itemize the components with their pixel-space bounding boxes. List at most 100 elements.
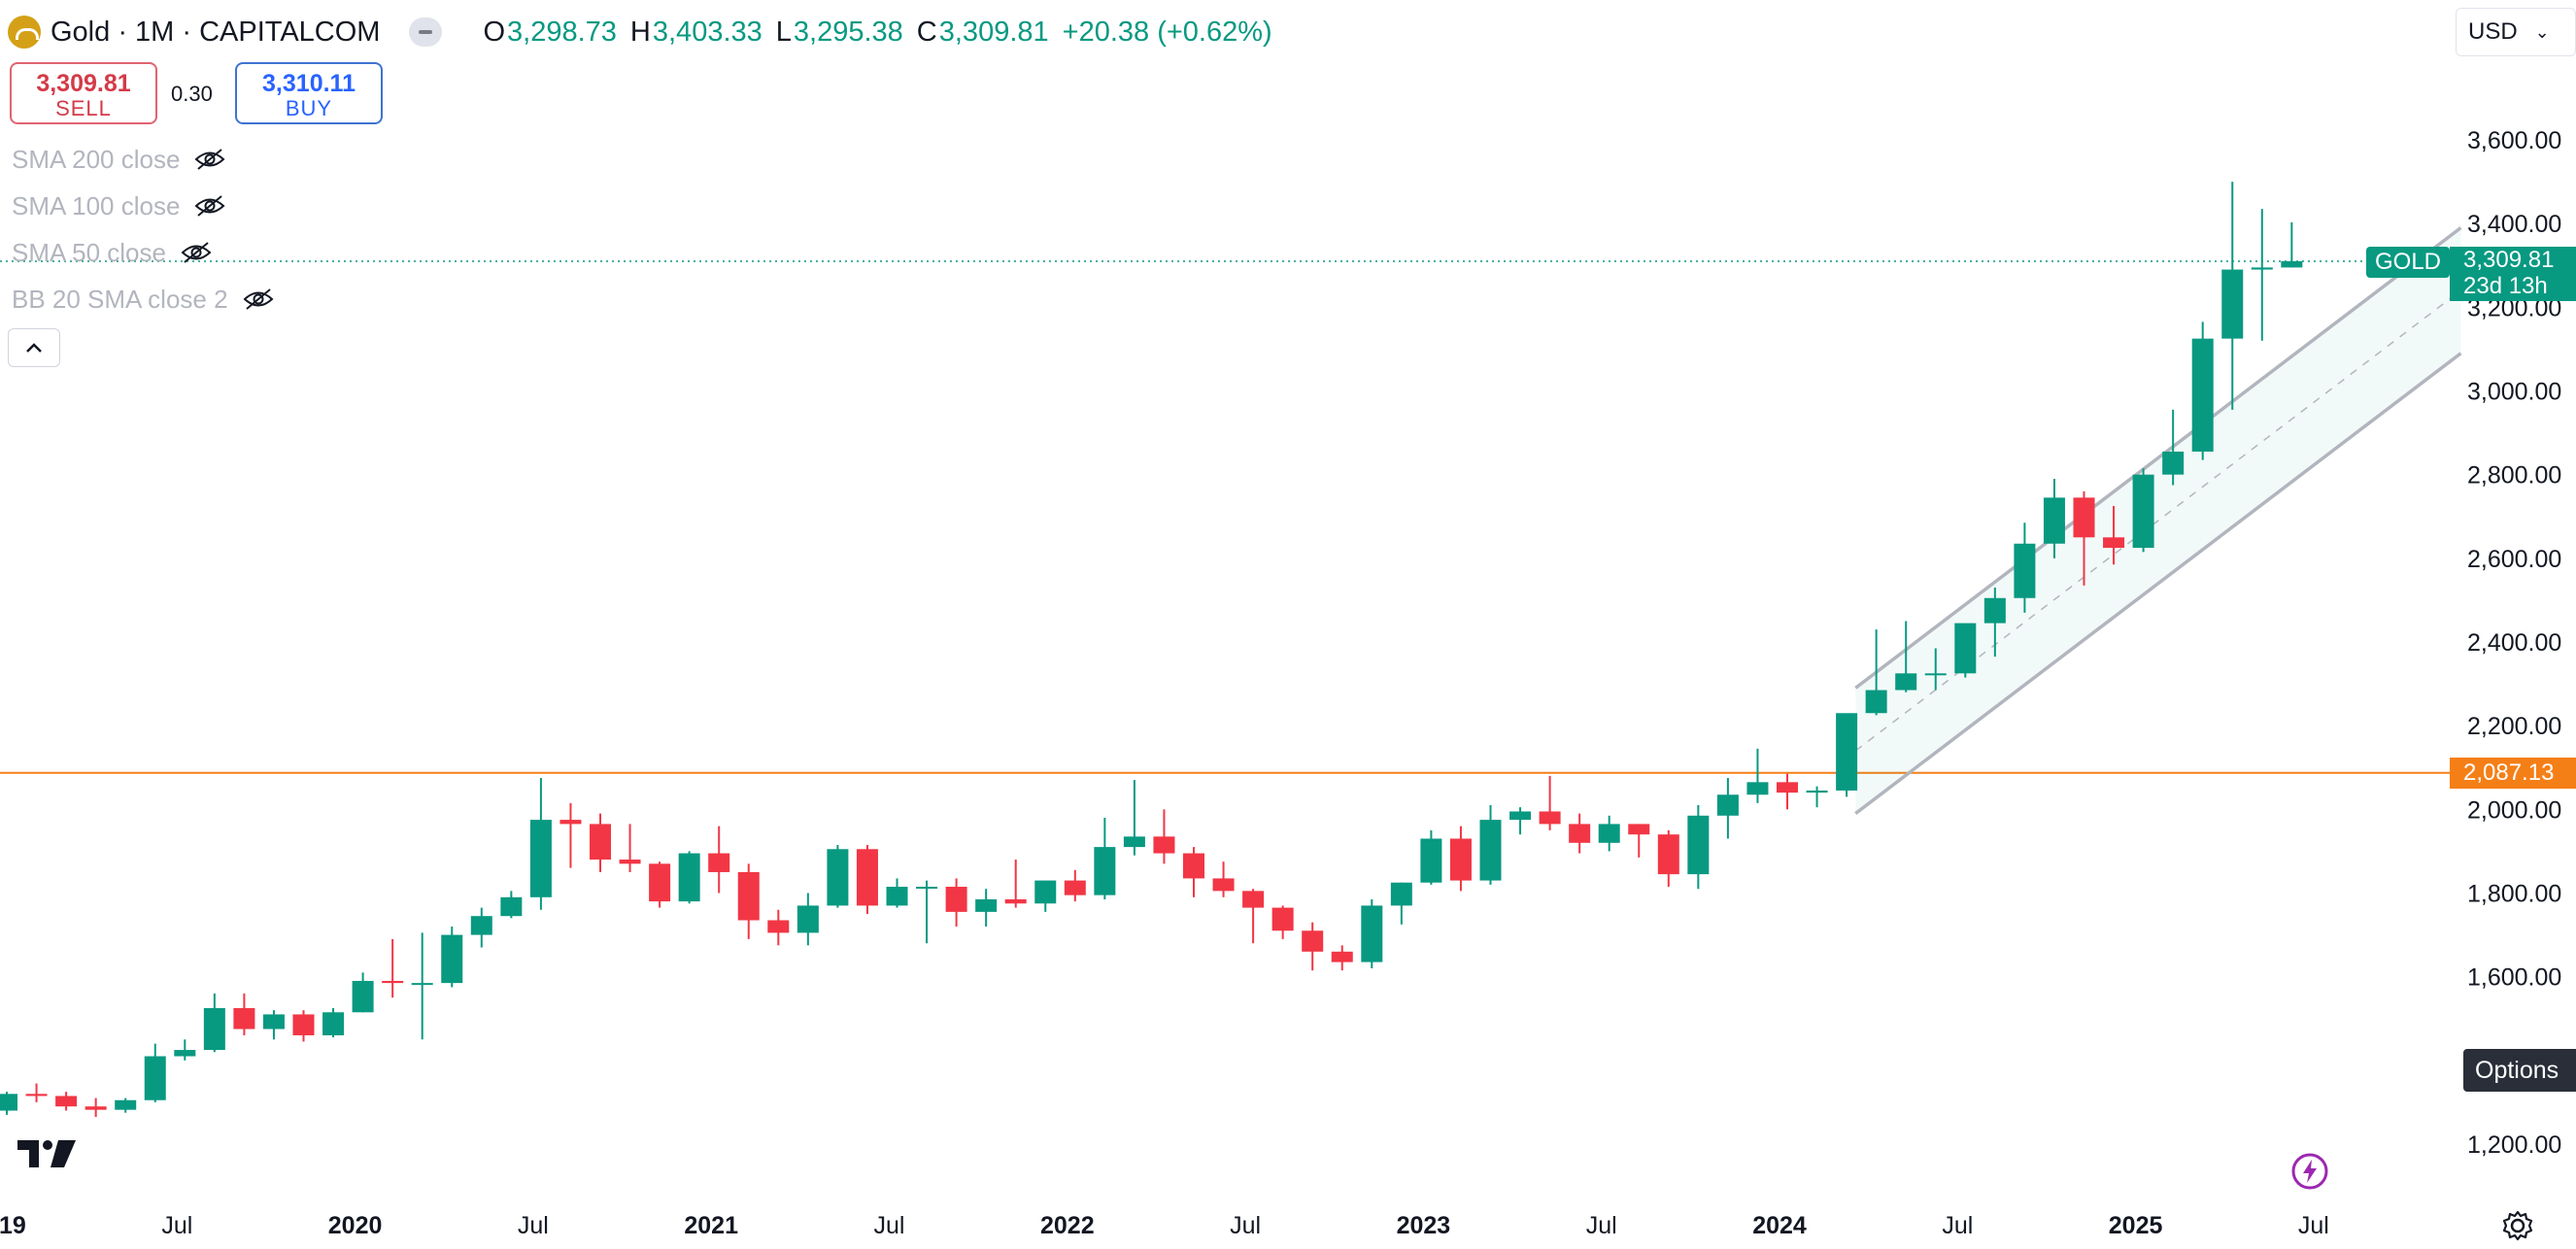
- candle-body: [174, 1050, 196, 1057]
- hidden-eye-icon[interactable]: [242, 287, 275, 311]
- hidden-eye-icon[interactable]: [180, 241, 213, 264]
- y-tick-label: 2,800.00: [2467, 462, 2561, 489]
- channel-middle-line: [1854, 289, 2461, 752]
- indicator-label: SMA 100 close: [12, 190, 181, 220]
- collapse-legend-button[interactable]: [8, 328, 60, 367]
- candle-body: [590, 824, 611, 861]
- candle-body: [1242, 891, 1265, 908]
- candle-body: [382, 980, 404, 984]
- indicator-sma-50[interactable]: SMA 50 close: [12, 235, 213, 270]
- tradingview-logo-icon[interactable]: [16, 1136, 78, 1171]
- x-tick-label: 2024: [1752, 1212, 1807, 1239]
- hidden-eye-icon[interactable]: [193, 194, 226, 218]
- candle-body: [352, 980, 374, 1013]
- change-value: +20.38 (+0.62%): [1062, 16, 1272, 48]
- candle-body: [1479, 820, 1502, 881]
- last-price-tag: 3,309.81 23d 13h: [2450, 247, 2576, 301]
- candle-body: [1123, 836, 1145, 848]
- candle-body: [2221, 269, 2244, 339]
- high-key: H: [629, 16, 651, 48]
- buy-label: BUY: [285, 96, 333, 120]
- candle-body: [1777, 782, 1798, 793]
- y-tick-label: 1,800.00: [2467, 881, 2561, 908]
- x-tick-label: Jul: [1586, 1212, 1617, 1239]
- candle-body: [1331, 951, 1353, 962]
- indicator-sma-200[interactable]: SMA 200 close: [12, 142, 226, 177]
- y-tick-label: 3,600.00: [2467, 127, 2561, 154]
- gold-logo-icon: [8, 16, 41, 49]
- indicator-sma-100[interactable]: SMA 100 close: [12, 188, 226, 223]
- candle-body: [1983, 597, 2006, 624]
- candle-body: [856, 849, 878, 906]
- high-value: 3,403.33: [652, 16, 763, 48]
- candle-body: [1628, 824, 1650, 835]
- candle-body: [1509, 811, 1532, 821]
- candle-body: [233, 1007, 255, 1030]
- candle-body: [529, 820, 552, 897]
- candle-body: [708, 853, 730, 872]
- market-status-icon[interactable]: [409, 17, 443, 47]
- sell-button[interactable]: 3,309.81 SELL: [10, 62, 157, 124]
- hidden-eye-icon[interactable]: [193, 148, 226, 171]
- channel-lower-line: [1854, 352, 2462, 816]
- candle-body: [1806, 790, 1828, 793]
- candle-body: [945, 887, 967, 912]
- symbol-tag: GOLD: [2366, 247, 2450, 278]
- close-key: C: [916, 16, 937, 48]
- indicator-label: SMA 50 close: [12, 237, 166, 267]
- low-key: L: [775, 16, 792, 48]
- low-value: 3,295.38: [793, 16, 903, 48]
- candle-body: [25, 1094, 48, 1097]
- channel-upper-line: [1854, 226, 2462, 690]
- candle-body: [144, 1056, 166, 1100]
- x-tick-label: 2020: [328, 1212, 383, 1239]
- candle-body: [678, 853, 700, 902]
- candle-body: [1895, 673, 1917, 691]
- y-tick-label: 2,600.00: [2467, 546, 2561, 573]
- indicator-label: BB 20 SMA close 2: [12, 284, 228, 314]
- candle-body: [411, 983, 433, 986]
- chevron-down-icon: ⌄: [2534, 21, 2550, 42]
- candle-body: [292, 1014, 315, 1035]
- candle-body: [55, 1096, 78, 1107]
- candle-body: [85, 1106, 107, 1110]
- symbol-title[interactable]: Gold · 1M · CAPITALCOM: [51, 16, 381, 48]
- buy-button[interactable]: 3,310.11 BUY: [235, 62, 383, 124]
- buy-price: 3,310.11: [262, 70, 356, 97]
- x-tick-label: Jul: [1230, 1212, 1261, 1239]
- candle-body: [1390, 882, 1412, 906]
- gear-icon[interactable]: [2500, 1208, 2535, 1243]
- candle-body: [1687, 815, 1710, 875]
- candle-body: [827, 849, 849, 906]
- x-tick-label: Jul: [2298, 1212, 2329, 1239]
- candle-body: [2014, 543, 2036, 598]
- candle-body: [1004, 898, 1027, 904]
- candle-body: [2281, 260, 2303, 268]
- candle-body: [2132, 474, 2154, 549]
- x-tick-label: Jul: [518, 1212, 549, 1239]
- indicator-bb-20[interactable]: BB 20 SMA close 2: [12, 282, 275, 317]
- candle-body: [1361, 905, 1383, 962]
- x-tick-label: Jul: [161, 1212, 192, 1239]
- candle-body: [1034, 880, 1057, 904]
- candle-body: [2191, 338, 2214, 452]
- open-value: 3,298.73: [507, 16, 617, 48]
- currency-select[interactable]: USD ⌄: [2456, 8, 2576, 56]
- candle-body: [559, 820, 582, 825]
- options-button[interactable]: Options: [2463, 1049, 2576, 1092]
- candle-body: [1094, 847, 1116, 895]
- candle-body: [262, 1014, 285, 1030]
- lightning-icon[interactable]: [2290, 1152, 2329, 1191]
- candle-body: [1746, 782, 1769, 795]
- candle-body: [1212, 878, 1235, 892]
- candle-body: [1271, 907, 1294, 931]
- y-tick-label: 3,000.00: [2467, 379, 2561, 406]
- candle-body: [1657, 834, 1679, 875]
- open-key: O: [483, 16, 506, 48]
- candle-body: [767, 920, 790, 933]
- candle-body: [2103, 537, 2125, 549]
- x-tick-label: Jul: [1942, 1212, 1973, 1239]
- candle-body: [203, 1007, 225, 1051]
- x-tick-label: 2025: [2109, 1212, 2163, 1239]
